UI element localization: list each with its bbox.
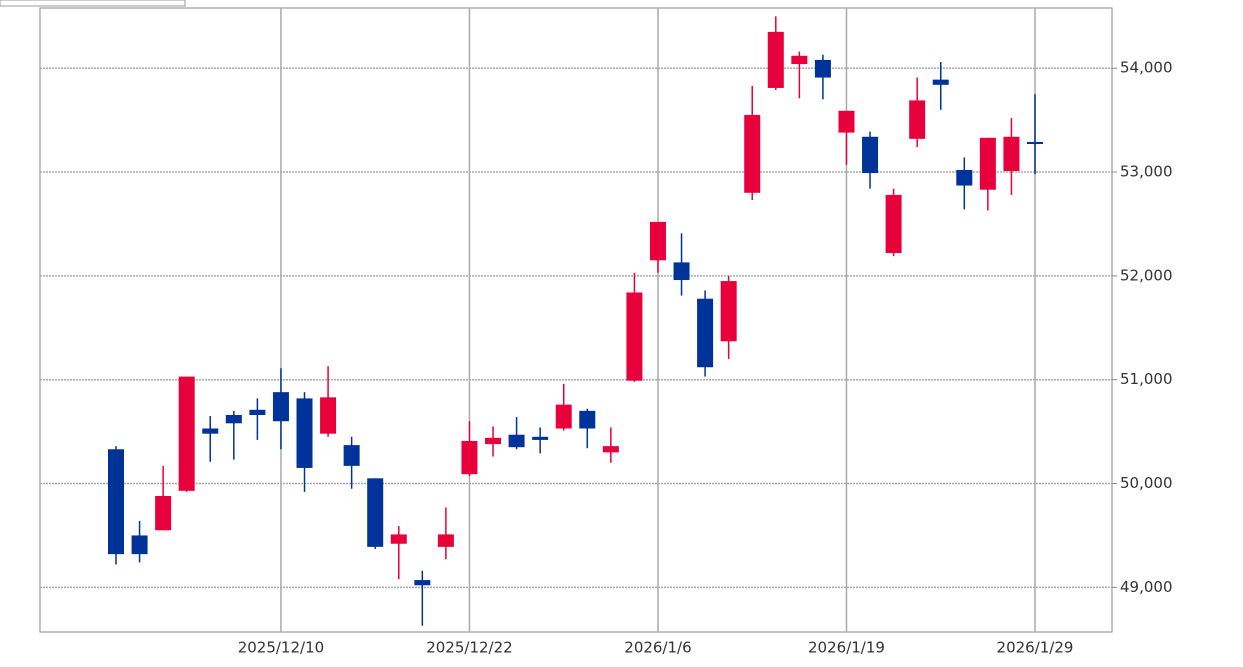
candle-body bbox=[1026, 141, 1043, 145]
candle-body bbox=[485, 437, 502, 445]
candle-body bbox=[862, 136, 879, 174]
candle-body bbox=[532, 436, 549, 440]
candle-body bbox=[390, 534, 407, 544]
y-tick-label: 49,000 bbox=[1120, 578, 1173, 596]
y-tick-label: 51,000 bbox=[1120, 370, 1173, 388]
x-tick-label: 2025/12/22 bbox=[426, 639, 512, 657]
candle-body bbox=[673, 262, 690, 281]
candle-body bbox=[202, 428, 219, 434]
candle-body bbox=[932, 79, 949, 85]
candle-body bbox=[343, 445, 360, 466]
candle-body bbox=[131, 535, 148, 555]
candle-body bbox=[791, 55, 808, 65]
y-tick-label: 54,000 bbox=[1120, 59, 1173, 77]
candle-body bbox=[885, 194, 902, 254]
x-tick-label: 2026/1/19 bbox=[808, 639, 885, 657]
candle-body bbox=[272, 392, 289, 422]
candle-body bbox=[1003, 136, 1020, 172]
candle-body bbox=[744, 114, 761, 193]
candle-body bbox=[909, 100, 926, 139]
candle-body bbox=[697, 298, 714, 368]
toolbar-edge bbox=[0, 0, 186, 7]
plot-area bbox=[39, 7, 1113, 633]
x-tick-label: 2025/12/10 bbox=[238, 639, 324, 657]
candle-body bbox=[720, 281, 737, 342]
x-tick-label: 2026/1/6 bbox=[624, 639, 691, 657]
y-tick-label: 50,000 bbox=[1120, 474, 1173, 492]
candle-body bbox=[626, 292, 643, 381]
candle-body bbox=[249, 409, 266, 416]
y-tick-label: 52,000 bbox=[1120, 266, 1173, 284]
candle-body bbox=[178, 376, 195, 491]
x-tick-label: 2026/1/29 bbox=[997, 639, 1074, 657]
candle-body bbox=[108, 449, 124, 555]
candle-body bbox=[225, 415, 242, 424]
candle-body bbox=[461, 440, 478, 475]
candle-body bbox=[814, 59, 831, 78]
candle-body bbox=[437, 534, 454, 547]
candle-body bbox=[367, 478, 384, 547]
y-tick-label: 53,000 bbox=[1120, 163, 1173, 181]
candle-body bbox=[320, 397, 337, 434]
candle-body bbox=[956, 169, 973, 186]
candle-body bbox=[649, 221, 666, 261]
candle-body bbox=[155, 495, 172, 531]
candle-body bbox=[602, 446, 619, 453]
candle-body bbox=[579, 410, 596, 429]
candle-body bbox=[555, 404, 572, 429]
candle-body bbox=[508, 434, 525, 448]
candle-body bbox=[767, 31, 784, 88]
candle-body bbox=[296, 398, 313, 468]
candle-body bbox=[838, 110, 855, 133]
candle-body bbox=[414, 580, 431, 586]
candle-body bbox=[979, 137, 996, 190]
